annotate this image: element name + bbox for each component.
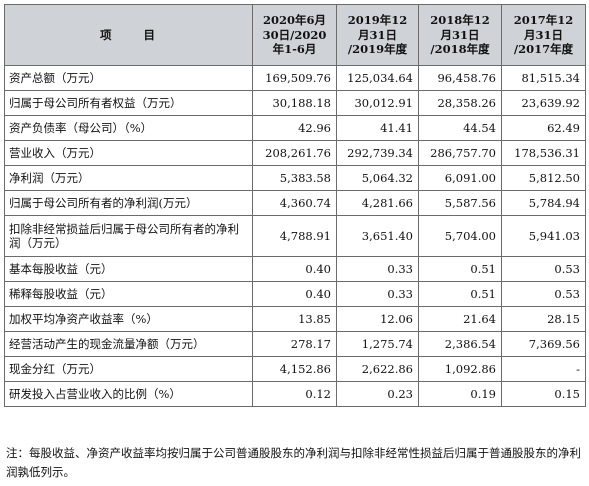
footnote: 注：每股收益、净资产收益率均按归属于公司普通股股东的净利润与扣除非经常性损益后归… (6, 446, 581, 479)
cell-value: 5,812.50 (501, 165, 586, 191)
cell-value: 0.33 (336, 256, 419, 282)
cell-value: 4,788.91 (252, 215, 337, 257)
row-label: 归属于母公司所有者权益（万元） (4, 90, 253, 116)
table-row: 研发投入占营业收入的比例（%） 0.12 0.23 0.19 0.15 (4, 381, 586, 407)
table-row: 基本每股收益（元） 0.40 0.33 0.51 0.53 (4, 256, 586, 282)
table-row: 归属于母公司所有者的净利润(万元） 4,360.74 4,281.66 5,58… (4, 190, 586, 216)
cell-value: 5,941.03 (501, 215, 586, 257)
row-label: 资产总额（万元） (4, 65, 253, 91)
header-line: 2018年12 (430, 13, 490, 28)
cell-value: 30,012.91 (336, 90, 419, 116)
cell-value: 12.06 (336, 306, 419, 332)
row-label: 现金分红（万元） (4, 356, 253, 382)
cell-value: 81,515.34 (501, 65, 586, 91)
table-row: 现金分红（万元） 4,152.86 2,622.86 1,092.86 - (4, 356, 586, 382)
cell-value: 0.23 (336, 381, 419, 407)
cell-value: 0.33 (336, 281, 419, 307)
cell-value: 0.51 (418, 256, 502, 282)
header-line: 月31日 (523, 27, 563, 42)
table-row: 稀释每股收益（元） 0.40 0.33 0.51 0.53 (4, 281, 586, 307)
cell-value: 125,034.64 (336, 65, 419, 91)
row-label: 经营活动产生的现金流量净额（万元） (4, 331, 253, 357)
cell-value: 4,281.66 (336, 190, 419, 216)
table-row: 加权平均净资产收益率（%） 13.85 12.06 21.64 28.15 (4, 306, 586, 332)
table-row: 资产总额（万元） 169,509.76 125,034.64 96,458.76… (4, 65, 586, 91)
cell-value: 5,064.32 (336, 165, 419, 191)
cell-value: 41.41 (336, 115, 419, 141)
financial-summary-table: 项 目 2020年6月 30日/2020 年1-6月 2019年12 月31日 … (4, 4, 586, 407)
header-line: /2019年度 (347, 42, 408, 57)
header-item: 项 目 (4, 4, 253, 66)
cell-value: 30,188.18 (252, 90, 337, 116)
cell-value: 1,275.74 (336, 331, 419, 357)
row-label: 扣除非经常损益后归属于母公司所有者的净利润（万元） (4, 215, 253, 257)
row-label: 基本每股收益（元） (4, 256, 253, 282)
header-line: 30日/2020 (262, 27, 327, 42)
cell-value: 169,509.76 (252, 65, 337, 91)
row-label: 研发投入占营业收入的比例（%） (4, 381, 253, 407)
cell-value: 23,639.92 (501, 90, 586, 116)
cell-value: 178,536.31 (501, 140, 586, 166)
header-line: 2019年12 (347, 13, 408, 28)
cell-value: 286,757.70 (418, 140, 502, 166)
row-label: 净利润（万元） (4, 165, 253, 191)
header-2019: 2019年12 月31日 /2019年度 (336, 4, 419, 66)
cell-value: 0.40 (252, 256, 337, 282)
cell-value: 0.15 (501, 381, 586, 407)
cell-value: 13.85 (252, 306, 337, 332)
header-line: /2017年度 (513, 42, 574, 57)
row-label: 资产负债率（母公司）（%） (4, 115, 253, 141)
cell-value: 3,651.40 (336, 215, 419, 257)
table-row: 营业收入（万元） 208,261.76 292,739.34 286,757.7… (4, 140, 586, 166)
cell-value: 7,369.56 (501, 331, 586, 357)
cell-value: 5,383.58 (252, 165, 337, 191)
table-row: 资产负债率（母公司）（%） 42.96 41.41 44.54 62.49 (4, 115, 586, 141)
cell-value: 0.40 (252, 281, 337, 307)
cell-value: 42.96 (252, 115, 337, 141)
table-row: 归属于母公司所有者权益（万元） 30,188.18 30,012.91 28,3… (4, 90, 586, 116)
cell-value: 208,261.76 (252, 140, 337, 166)
header-line: 月31日 (440, 27, 480, 42)
cell-value: 292,739.34 (336, 140, 419, 166)
table-row: 净利润（万元） 5,383.58 5,064.32 6,091.00 5,812… (4, 165, 586, 191)
cell-value: 96,458.76 (418, 65, 502, 91)
cell-value: 0.53 (501, 281, 586, 307)
header-line: 2017年12 (513, 13, 574, 28)
cell-value: 4,152.86 (252, 356, 337, 382)
cell-value: 5,784.94 (501, 190, 586, 216)
header-line: 年1-6月 (272, 42, 317, 57)
cell-value: 2,386.54 (418, 331, 502, 357)
header-line: 月31日 (357, 27, 397, 42)
cell-value: 5,587.56 (418, 190, 502, 216)
header-2020h1: 2020年6月 30日/2020 年1-6月 (252, 4, 337, 66)
cell-value: 62.49 (501, 115, 586, 141)
cell-value: 6,091.00 (418, 165, 502, 191)
cell-value: 0.19 (418, 381, 502, 407)
cell-value: 278.17 (252, 331, 337, 357)
header-row: 项 目 2020年6月 30日/2020 年1-6月 2019年12 月31日 … (4, 4, 586, 66)
cell-value: 44.54 (418, 115, 502, 141)
cell-value: 0.53 (501, 256, 586, 282)
cell-value: 1,092.86 (418, 356, 502, 382)
header-line: 2020年6月 (262, 13, 326, 28)
cell-value: 4,360.74 (252, 190, 337, 216)
cell-value: 2,622.86 (336, 356, 419, 382)
row-label: 归属于母公司所有者的净利润(万元） (4, 190, 253, 216)
row-label: 营业收入（万元） (4, 140, 253, 166)
cell-value: 0.51 (418, 281, 502, 307)
cell-value: 28.15 (501, 306, 586, 332)
table-row: 经营活动产生的现金流量净额（万元） 278.17 1,275.74 2,386.… (4, 331, 586, 357)
row-label: 稀释每股收益（元） (4, 281, 253, 307)
header-line: /2018年度 (430, 42, 490, 57)
cell-value: 5,704.00 (418, 215, 502, 257)
table-row: 扣除非经常损益后归属于母公司所有者的净利润（万元） 4,788.91 3,651… (4, 215, 586, 257)
row-label: 加权平均净资产收益率（%） (4, 306, 253, 332)
cell-value: - (501, 356, 586, 382)
header-2018: 2018年12 月31日 /2018年度 (418, 4, 502, 66)
cell-value: 0.12 (252, 381, 337, 407)
header-2017: 2017年12 月31日 /2017年度 (501, 4, 586, 66)
cell-value: 21.64 (418, 306, 502, 332)
cell-value: 28,358.26 (418, 90, 502, 116)
